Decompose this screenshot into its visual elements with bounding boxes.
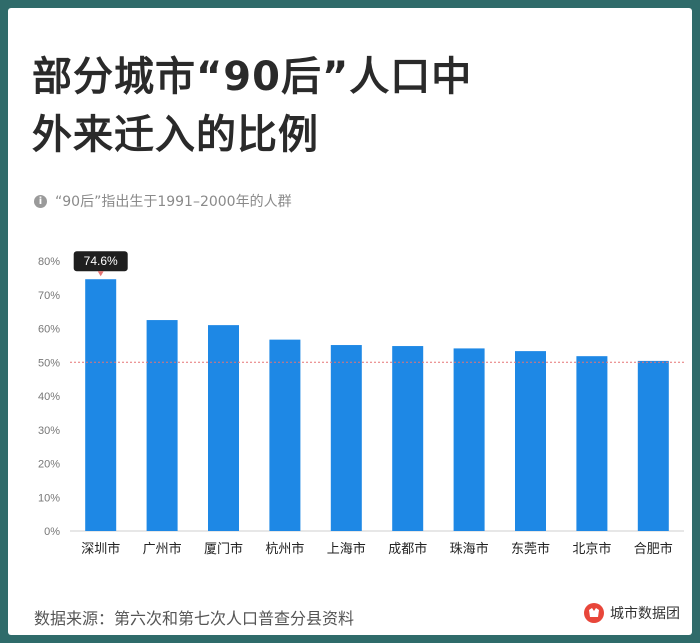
y-tick-label: 80%: [38, 256, 60, 268]
y-tick-label: 0%: [44, 526, 60, 538]
title-line-2: 外来迁入的比例: [32, 112, 319, 158]
x-tick-label: 杭州市: [265, 541, 304, 557]
brand-logo-icon: [584, 603, 604, 623]
x-tick-label: 上海市: [327, 541, 366, 557]
bar: [330, 345, 362, 531]
x-tick-label: 成都市: [388, 541, 427, 557]
y-tick-label: 20%: [38, 459, 60, 471]
y-tick-label: 60%: [38, 324, 60, 336]
brand: 城市数据团: [584, 603, 680, 623]
chart-title: 部分城市“90后”人口中 外来迁入的比例: [32, 48, 672, 164]
bar: [453, 348, 485, 531]
bar: [208, 325, 239, 531]
bar: [637, 360, 669, 531]
x-tick-label: 合肥市: [634, 541, 673, 557]
data-label: 74.6%: [84, 254, 118, 268]
bar-chart: 0% 10% 20% 30% 40% 50% 60% 70% 80% 深圳市 广州市 厦门市 杭州市 上海…: [38, 251, 684, 557]
y-tick-label: 50%: [38, 357, 60, 369]
highlight-label-bg: [73, 251, 128, 272]
bar: [269, 339, 301, 531]
data-source: 数据来源：第六次和第七次人口普查分县资料: [34, 609, 355, 628]
x-tick-label: 厦门市: [204, 541, 243, 557]
x-tick-label: 深圳市: [81, 541, 120, 557]
x-tick-label: 珠海市: [450, 541, 489, 557]
title-line-1: 部分城市“90后”人口中: [32, 54, 473, 100]
chart-subtitle: i “90后”指出生于1991–2000年的人群: [34, 191, 292, 211]
bar: [576, 356, 608, 531]
y-tick-label: 10%: [38, 492, 60, 504]
bar: [515, 351, 546, 531]
brand-name: 城市数据团: [610, 606, 680, 622]
highlight-pointer: [97, 271, 104, 277]
x-tick-label: 北京市: [572, 541, 611, 557]
y-tick-label: 40%: [38, 391, 60, 403]
y-tick-label: 30%: [38, 425, 60, 437]
bar: [146, 320, 178, 531]
y-tick-label: 70%: [38, 290, 60, 302]
bar: [392, 346, 424, 531]
x-tick-label: 东莞市: [511, 541, 550, 557]
subtitle-text: “90后”指出生于1991–2000年的人群: [55, 194, 292, 210]
chart-card: 部分城市“90后”人口中 外来迁入的比例 i “90后”指出生于1991–200…: [8, 8, 692, 635]
x-tick-label: 广州市: [143, 541, 182, 557]
bar: [85, 279, 117, 531]
info-icon: i: [34, 194, 47, 208]
